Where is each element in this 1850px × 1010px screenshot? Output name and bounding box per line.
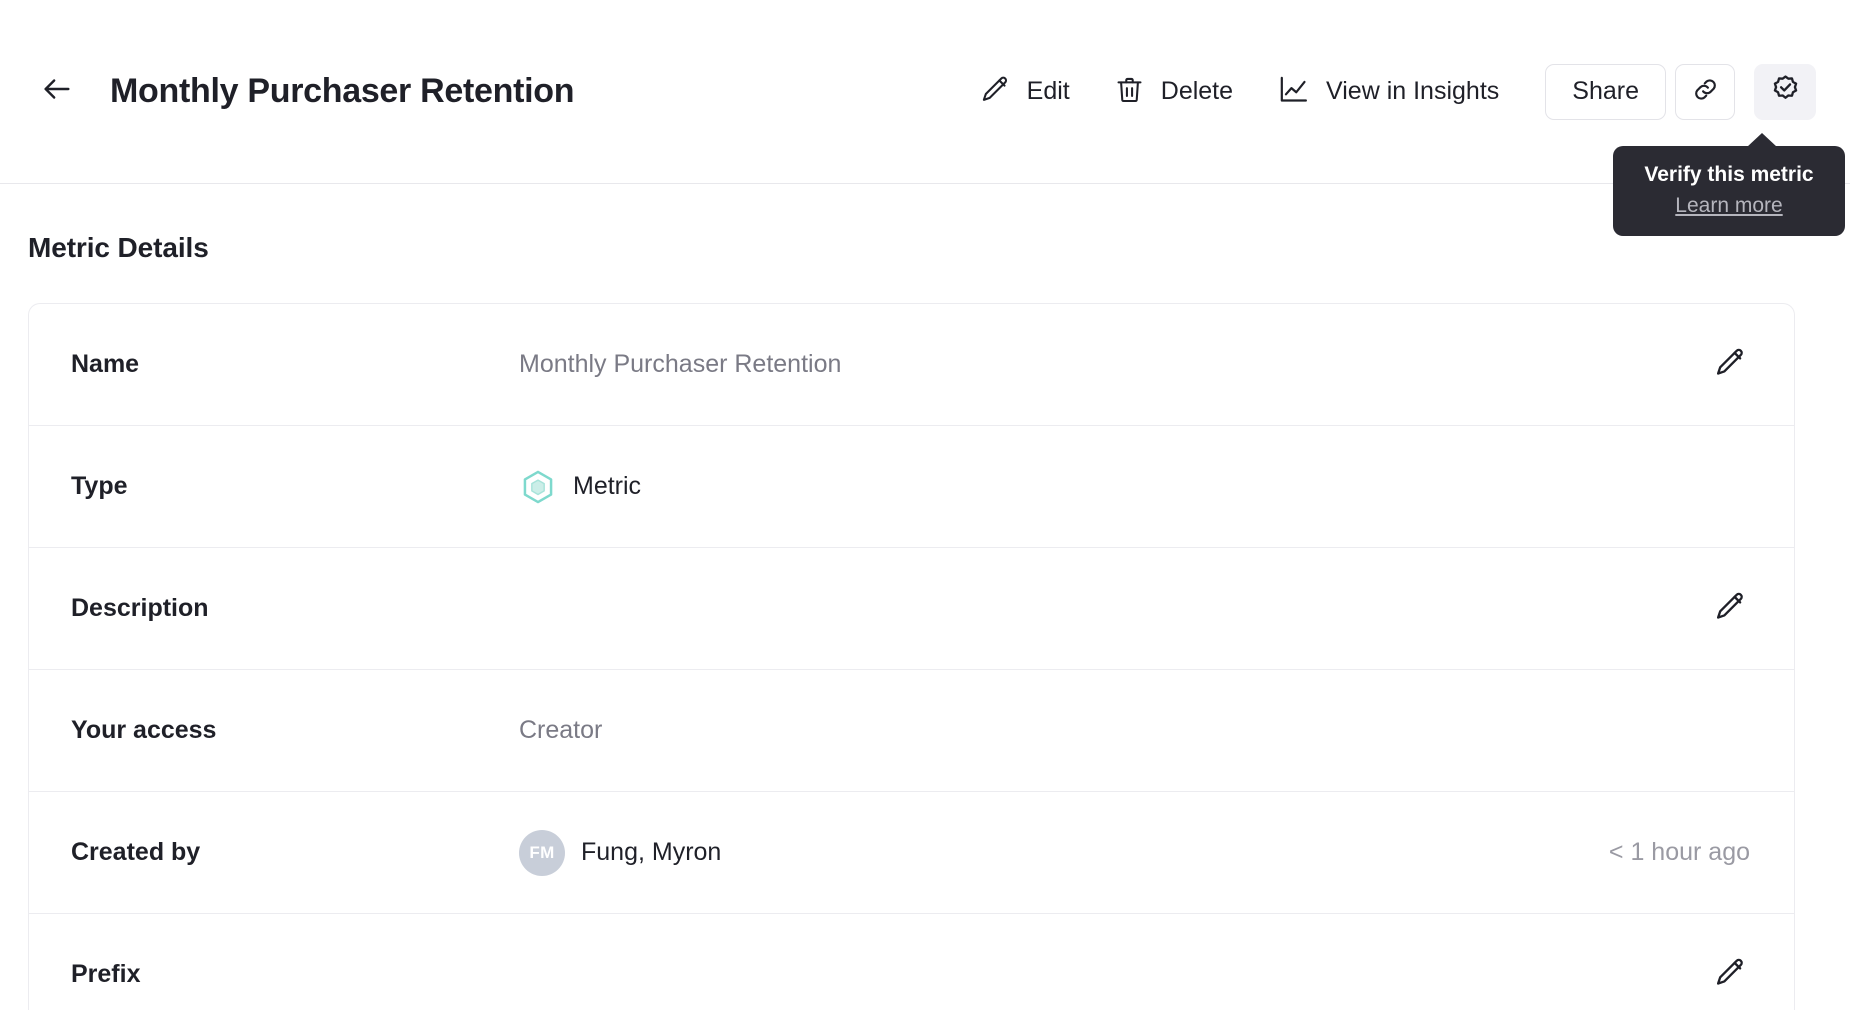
delete-button[interactable]: Delete [1092,66,1255,118]
back-button[interactable] [34,69,80,115]
row-value-created-by: FM Fung, Myron [519,829,1609,876]
arrow-left-icon [40,72,74,111]
detail-row-type: Type Metric [29,426,1794,548]
badge-check-icon [1769,73,1802,111]
created-by-name: Fung, Myron [581,838,722,866]
verify-tooltip: Verify this metric Learn more [1613,132,1845,237]
delete-button-label: Delete [1160,77,1234,105]
edit-button[interactable]: Edit [958,66,1092,118]
row-label-type: Type [71,472,128,500]
row-label-description: Description [71,594,209,622]
verify-metric-button[interactable] [1754,63,1816,120]
view-in-insights-button[interactable]: View in Insights [1255,65,1521,119]
detail-row-created-by: Created by FM Fung, Myron < 1 hour ago [29,792,1794,914]
row-value-type: Metric [519,468,1750,506]
row-actions-name [1710,345,1794,385]
section-title: Metric Details [28,232,209,263]
copy-link-button[interactable] [1675,63,1735,120]
detail-row-name: Name Monthly Purchaser Retention [29,304,1794,426]
row-label-name: Name [71,350,140,378]
row-actions-created-by: < 1 hour ago [1609,838,1794,867]
pencil-icon [980,74,1011,110]
created-timestamp: < 1 hour ago [1608,838,1750,866]
learn-more-link[interactable]: Learn more [1675,194,1783,218]
share-button-group: Share [1545,63,1735,120]
row-label-your-access: Your access [71,716,217,744]
row-actions-prefix [1710,955,1794,995]
pencil-icon [1714,346,1747,384]
pencil-icon [1714,590,1747,628]
edit-description-button[interactable] [1710,589,1750,629]
detail-row-prefix: Prefix [29,914,1794,1010]
edit-prefix-button[interactable] [1710,955,1750,995]
header-toolbar: Edit Delete View in Insights [958,63,1816,120]
page-header: Monthly Purchaser Retention Edit Dele [0,0,1850,237]
edit-button-label: Edit [1026,77,1070,105]
detail-row-description: Description [29,548,1794,670]
verify-tooltip-title: Verify this metric [1644,163,1814,186]
type-value-label: Metric [573,472,642,500]
row-label-created-by: Created by [71,838,201,866]
edit-name-button[interactable] [1710,345,1750,385]
detail-row-your-access: Your access Creator [29,670,1794,792]
line-chart-icon [1277,73,1310,111]
row-value-your-access: Creator [519,716,603,744]
share-button[interactable]: Share [1545,63,1666,120]
view-in-insights-label: View in Insights [1326,77,1500,105]
avatar: FM [519,829,565,876]
row-label-prefix: Prefix [71,960,141,988]
page-title: Monthly Purchaser Retention [110,72,575,110]
pencil-icon [1714,956,1747,994]
link-icon [1691,75,1720,109]
row-actions-description [1710,589,1794,629]
hexagon-metric-icon [519,468,557,506]
row-value-name: Monthly Purchaser Retention [519,350,842,378]
metric-details-card: Name Monthly Purchaser Retention Type [28,303,1795,1010]
trash-icon [1114,74,1145,110]
